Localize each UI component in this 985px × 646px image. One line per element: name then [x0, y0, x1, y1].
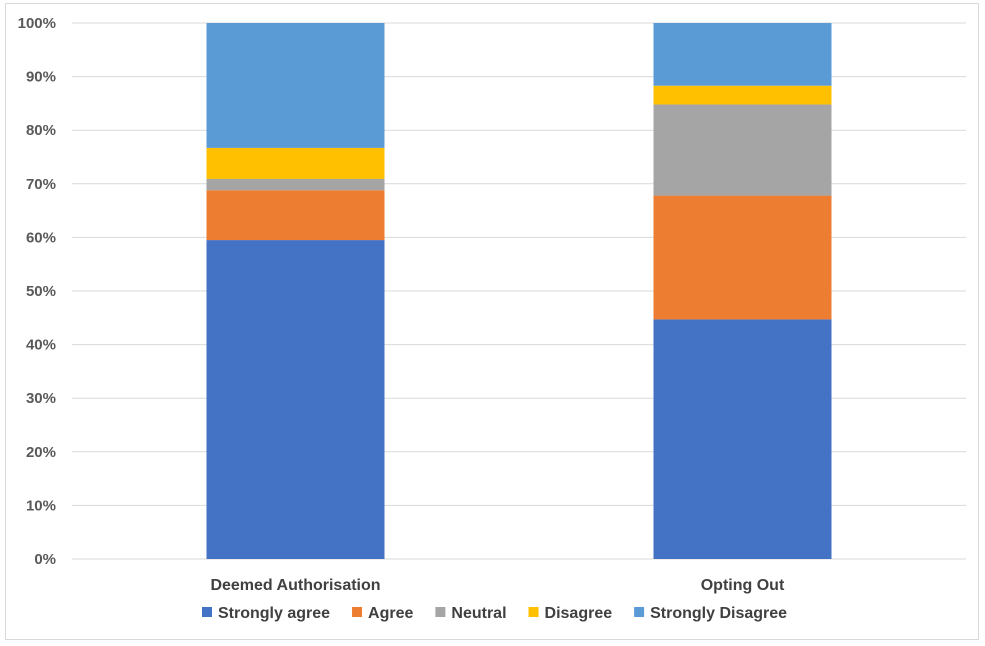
bar-segment [206, 23, 385, 148]
legend-label: Agree [368, 605, 413, 622]
y-tick-label: 70% [26, 176, 56, 193]
legend-swatch [634, 607, 645, 617]
legend-label: Strongly agree [218, 605, 330, 622]
bar-segment [206, 240, 385, 559]
legend-label: Neutral [451, 605, 506, 622]
y-axis-ticks: 0% 10% 20% 30% 40% 50% 60% 70% 80% 90% 100% [18, 15, 56, 568]
y-tick-label: 60% [26, 229, 56, 246]
legend-label: Strongly Disagree [650, 605, 787, 622]
legend-item: Strongly Disagree [634, 605, 787, 622]
bar-segment [653, 319, 832, 559]
legend-item: Strongly agree [202, 605, 330, 622]
bars [206, 23, 832, 559]
gridlines [72, 22, 966, 560]
y-tick-label: 100% [18, 15, 56, 32]
y-tick-label: 40% [26, 337, 56, 354]
y-tick-label: 80% [26, 122, 56, 139]
bar-segment [206, 178, 385, 191]
bar-segment [653, 195, 832, 320]
legend-item: Neutral [435, 605, 507, 622]
y-tick-label: 90% [26, 69, 56, 86]
bar-segment [653, 85, 832, 105]
bar-segment [653, 104, 832, 196]
bar-segment [206, 190, 385, 241]
legend-item: Disagree [528, 605, 613, 622]
chart-frame [5, 3, 979, 640]
y-tick-label: 0% [34, 551, 56, 568]
legend-swatch [352, 607, 363, 617]
x-category-label: Opting Out [701, 577, 785, 594]
legend-item: Agree [352, 605, 413, 622]
bar-segment [206, 147, 385, 179]
legend-swatch [202, 607, 212, 617]
legend-swatch [435, 607, 446, 617]
y-tick-label: 50% [26, 283, 56, 300]
legend-swatch [528, 607, 539, 617]
legend: Strongly agree Agree Neutral Disagree Strong… [202, 605, 787, 622]
legend-label: Disagree [545, 605, 613, 622]
y-tick-label: 10% [26, 497, 56, 514]
y-tick-label: 20% [26, 444, 56, 461]
bar-segment [653, 23, 832, 86]
y-tick-label: 30% [26, 390, 56, 407]
x-axis-categories: Deemed Authorisation Opting Out [210, 577, 784, 594]
x-category-label: Deemed Authorisation [210, 577, 380, 594]
